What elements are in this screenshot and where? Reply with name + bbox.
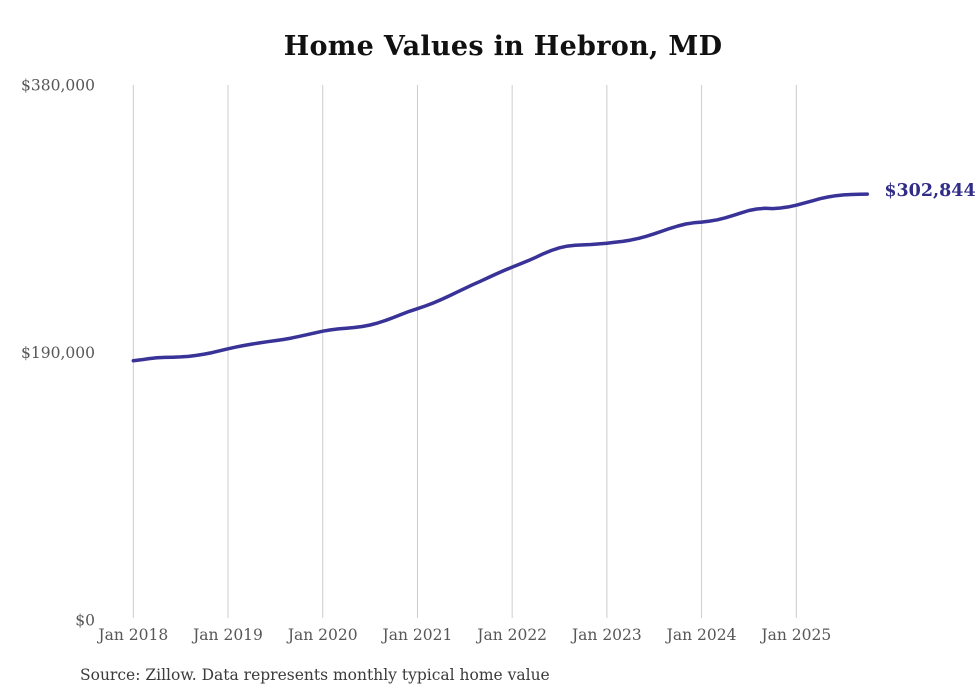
source-note: Source: Zillow. Data represents monthly … xyxy=(80,666,550,684)
x-axis-tick-label: Jan 2020 xyxy=(286,626,358,644)
x-axis-tick-label: Jan 2022 xyxy=(475,626,547,644)
y-axis-tick-label: $0 xyxy=(75,612,95,630)
x-axis-tick-label: Jan 2025 xyxy=(759,626,831,644)
y-axis-tick-label: $380,000 xyxy=(21,77,95,95)
x-axis-tick-label: Jan 2018 xyxy=(96,626,168,644)
y-axis-tick-label: $190,000 xyxy=(21,344,95,362)
x-axis-tick-label: Jan 2023 xyxy=(570,626,642,644)
chart-title: Home Values in Hebron, MD xyxy=(283,31,723,62)
x-axis-tick-label: Jan 2021 xyxy=(381,626,453,644)
x-axis-tick-label: Jan 2024 xyxy=(665,626,737,644)
latest-value-label: $302,844 xyxy=(884,181,976,202)
home-value-line xyxy=(131,192,870,363)
x-axis-tick-label: Jan 2019 xyxy=(191,626,263,644)
